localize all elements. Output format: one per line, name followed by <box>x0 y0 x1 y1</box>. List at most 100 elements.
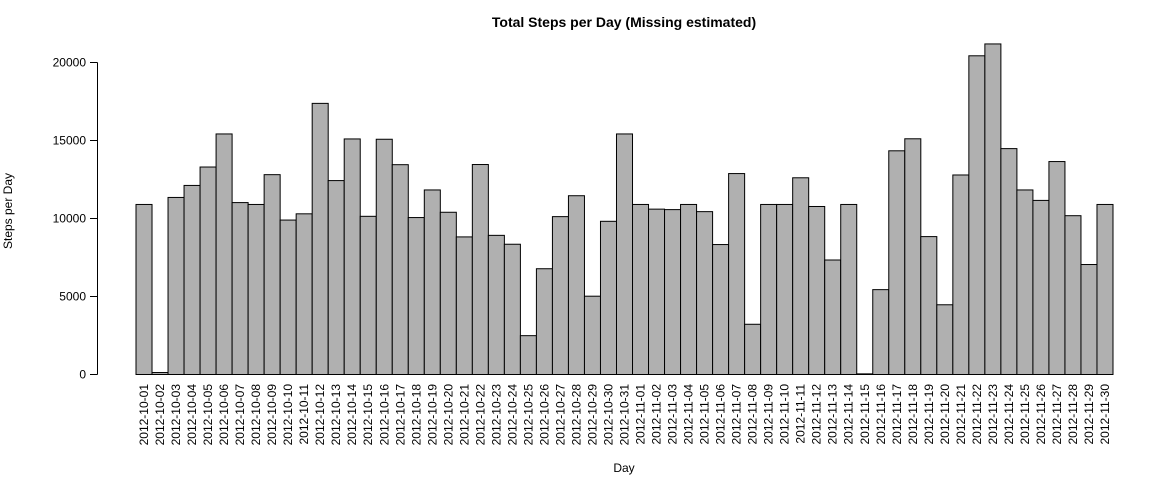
x-tick-label: 2012-10-13 <box>329 384 343 446</box>
bar-2012-10-31 <box>615 133 634 375</box>
x-tick-label: 2012-11-07 <box>730 384 744 445</box>
x-tick-label: 2012-10-22 <box>473 384 487 446</box>
x-tick-label: 2012-11-17 <box>890 384 904 445</box>
bar-2012-10-15 <box>359 215 377 375</box>
x-tick-label: 2012-11-20 <box>938 384 952 445</box>
bar-2012-10-04 <box>183 184 201 375</box>
x-tick-label: 2012-10-11 <box>297 384 311 445</box>
x-tick-label: 2012-11-08 <box>746 384 760 445</box>
y-tick-label: 20000 <box>53 56 87 70</box>
x-tick-label: 2012-10-30 <box>601 384 615 446</box>
x-tick-label: 2012-11-25 <box>1018 384 1032 445</box>
x-tick-label: 2012-11-13 <box>826 384 840 445</box>
bar-2012-10-09 <box>263 174 281 375</box>
bar-2012-11-30 <box>1096 203 1114 375</box>
x-tick-label: 2012-11-03 <box>666 384 680 445</box>
bars-group <box>135 43 1114 376</box>
x-tick-label: 2012-10-29 <box>585 384 599 446</box>
y-tick-label: 5000 <box>59 290 86 304</box>
bar-2012-11-08 <box>744 323 762 375</box>
bar-2012-11-07 <box>728 173 746 375</box>
x-tick-label: 2012-10-06 <box>217 384 231 446</box>
x-tick-label: 2012-10-26 <box>537 384 551 446</box>
x-tick-label: 2012-11-28 <box>1066 384 1080 445</box>
chart-title: Total Steps per Day (Missing estimated) <box>492 14 756 30</box>
bar-2012-11-04 <box>680 203 698 375</box>
bar-2012-10-21 <box>455 236 473 375</box>
bar-2012-11-12 <box>808 205 826 375</box>
x-tick-label: 2012-11-23 <box>986 384 1000 445</box>
bar-2012-10-27 <box>551 216 569 375</box>
x-tick-label: 2012-10-14 <box>345 384 359 446</box>
bar-2012-11-13 <box>824 259 842 375</box>
x-tick-label: 2012-11-19 <box>922 384 936 445</box>
x-tick-label: 2012-10-04 <box>185 384 199 446</box>
bar-2012-10-05 <box>199 166 217 375</box>
bar-2012-11-09 <box>760 203 778 375</box>
x-tick-label: 2012-11-11 <box>794 384 808 444</box>
x-axis: 2012-10-01 2012-10-02 2012-10-03 2012-10-04… <box>137 384 1112 446</box>
bar-2012-11-03 <box>664 209 682 375</box>
x-tick-label: 2012-10-24 <box>505 384 519 446</box>
bar-2012-11-17 <box>888 150 906 375</box>
x-tick-label: 2012-11-06 <box>714 384 728 445</box>
bar-2012-10-08 <box>247 203 265 375</box>
bar-2012-11-20 <box>936 304 954 375</box>
bar-2012-10-18 <box>407 217 425 375</box>
x-tick-label: 2012-10-25 <box>521 384 535 446</box>
x-tick-label: 2012-11-27 <box>1050 384 1064 445</box>
x-tick-label: 2012-11-18 <box>906 384 920 445</box>
bar-2012-10-13 <box>327 180 345 375</box>
x-tick-label: 2012-10-19 <box>425 384 439 446</box>
bar-2012-10-01 <box>135 203 153 375</box>
x-tick-label: 2012-10-27 <box>553 384 567 446</box>
bar-2012-11-11 <box>792 177 810 375</box>
x-tick-label: 2012-11-26 <box>1034 384 1048 445</box>
x-tick-label: 2012-10-05 <box>201 384 215 446</box>
x-tick-label: 2012-10-08 <box>249 384 263 446</box>
x-tick-label: 2012-10-03 <box>169 384 183 446</box>
x-tick-label: 2012-11-14 <box>842 384 856 445</box>
x-tick-label: 2012-10-07 <box>233 384 247 446</box>
bar-2012-11-27 <box>1048 161 1066 375</box>
bar-2012-10-06 <box>215 133 233 375</box>
x-tick-label: 2012-11-09 <box>762 384 776 445</box>
bar-2012-10-02 <box>151 372 169 375</box>
x-tick-label: 2012-11-29 <box>1082 384 1096 445</box>
x-tick-label: 2012-10-12 <box>313 384 327 446</box>
bar-2012-11-29 <box>1080 264 1098 375</box>
bar-2012-11-06 <box>712 244 730 375</box>
bar-2012-11-02 <box>648 208 666 375</box>
x-tick-label: 2012-11-22 <box>970 384 984 445</box>
x-tick-label: 2012-10-18 <box>409 384 423 446</box>
bar-2012-10-12 <box>311 102 329 376</box>
y-tick-label: 15000 <box>53 134 87 148</box>
bar-2012-11-19 <box>920 236 938 375</box>
x-tick-label: 2012-10-10 <box>281 384 295 446</box>
bar-2012-10-03 <box>167 196 185 375</box>
bar-2012-11-23 <box>984 43 1002 375</box>
bar-2012-11-15 <box>856 373 874 375</box>
x-tick-label: 2012-11-10 <box>778 384 792 445</box>
x-tick-label: 2012-10-16 <box>377 384 391 446</box>
bar-2012-11-10 <box>776 203 794 375</box>
x-tick-label: 2012-10-09 <box>265 384 279 446</box>
y-tick-label: 10000 <box>53 212 87 226</box>
x-tick-label: 2012-10-31 <box>618 384 632 446</box>
bar-2012-10-11 <box>295 213 313 375</box>
bar-2012-10-24 <box>503 243 521 375</box>
x-tick-label: 2012-11-24 <box>1002 384 1016 445</box>
bar-2012-11-16 <box>872 289 890 376</box>
bar-2012-10-23 <box>487 234 505 375</box>
bar-2012-10-28 <box>567 195 585 375</box>
bar-2012-11-14 <box>840 203 858 375</box>
bar-2012-10-10 <box>279 219 297 375</box>
bar-2012-10-26 <box>535 268 553 376</box>
y-axis: 0 5000 10000 15000 20000 <box>53 56 98 382</box>
bar-2012-10-16 <box>375 138 393 375</box>
x-tick-label: 2012-10-17 <box>393 384 407 446</box>
bar-2012-10-20 <box>439 211 457 375</box>
x-tick-label: 2012-10-01 <box>137 384 151 446</box>
x-tick-label: 2012-11-30 <box>1098 384 1112 445</box>
bar-2012-11-22 <box>968 55 986 375</box>
